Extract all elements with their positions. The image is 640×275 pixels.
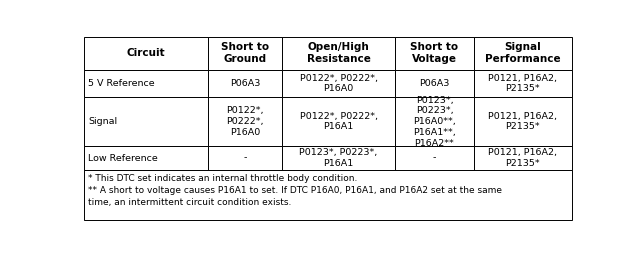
Bar	[474, 146, 572, 170]
Bar	[208, 97, 282, 146]
Text: Short to
Ground: Short to Ground	[221, 42, 269, 64]
Text: 5 V Reference: 5 V Reference	[88, 79, 155, 88]
Text: P0122*, P0222*,
P16A1: P0122*, P0222*, P16A1	[300, 112, 378, 131]
Text: P0121, P16A2,
P2135*: P0121, P16A2, P2135*	[488, 148, 557, 168]
Bar	[84, 37, 208, 70]
Bar	[282, 70, 395, 97]
Text: Short to
Voltage: Short to Voltage	[410, 42, 458, 64]
Text: Circuit: Circuit	[127, 48, 165, 58]
Text: Signal
Performance: Signal Performance	[485, 42, 561, 64]
Bar	[282, 97, 395, 146]
Bar	[208, 146, 282, 170]
Text: P06A3: P06A3	[230, 79, 260, 88]
Text: Low Reference: Low Reference	[88, 153, 157, 163]
Text: P06A3: P06A3	[419, 79, 450, 88]
Bar	[84, 170, 572, 220]
Bar	[395, 70, 474, 97]
Bar	[84, 97, 208, 146]
Text: -: -	[433, 153, 436, 163]
Text: P0121, P16A2,
P2135*: P0121, P16A2, P2135*	[488, 112, 557, 131]
Bar	[474, 97, 572, 146]
Bar	[474, 37, 572, 70]
Bar	[395, 37, 474, 70]
Bar	[282, 146, 395, 170]
Bar	[84, 70, 208, 97]
Bar	[208, 70, 282, 97]
Bar	[84, 146, 208, 170]
Text: P0123*, P0223*,
P16A1: P0123*, P0223*, P16A1	[300, 148, 378, 168]
Text: -: -	[243, 153, 246, 163]
Bar	[395, 97, 474, 146]
Text: P0122*, P0222*,
P16A0: P0122*, P0222*, P16A0	[300, 73, 378, 93]
Text: P0123*,
P0223*,
P16A0**,
P16A1**,
P16A2**: P0123*, P0223*, P16A0**, P16A1**, P16A2*…	[413, 95, 456, 147]
Bar	[282, 37, 395, 70]
Text: * This DTC set indicates an internal throttle body condition.
** A short to volt: * This DTC set indicates an internal thr…	[88, 174, 502, 207]
Text: Signal: Signal	[88, 117, 117, 126]
Bar	[208, 37, 282, 70]
Bar	[395, 146, 474, 170]
Text: P0121, P16A2,
P2135*: P0121, P16A2, P2135*	[488, 73, 557, 93]
Bar	[474, 70, 572, 97]
Text: P0122*,
P0222*,
P16A0: P0122*, P0222*, P16A0	[226, 106, 264, 137]
Text: Open/High
Resistance: Open/High Resistance	[307, 42, 371, 64]
